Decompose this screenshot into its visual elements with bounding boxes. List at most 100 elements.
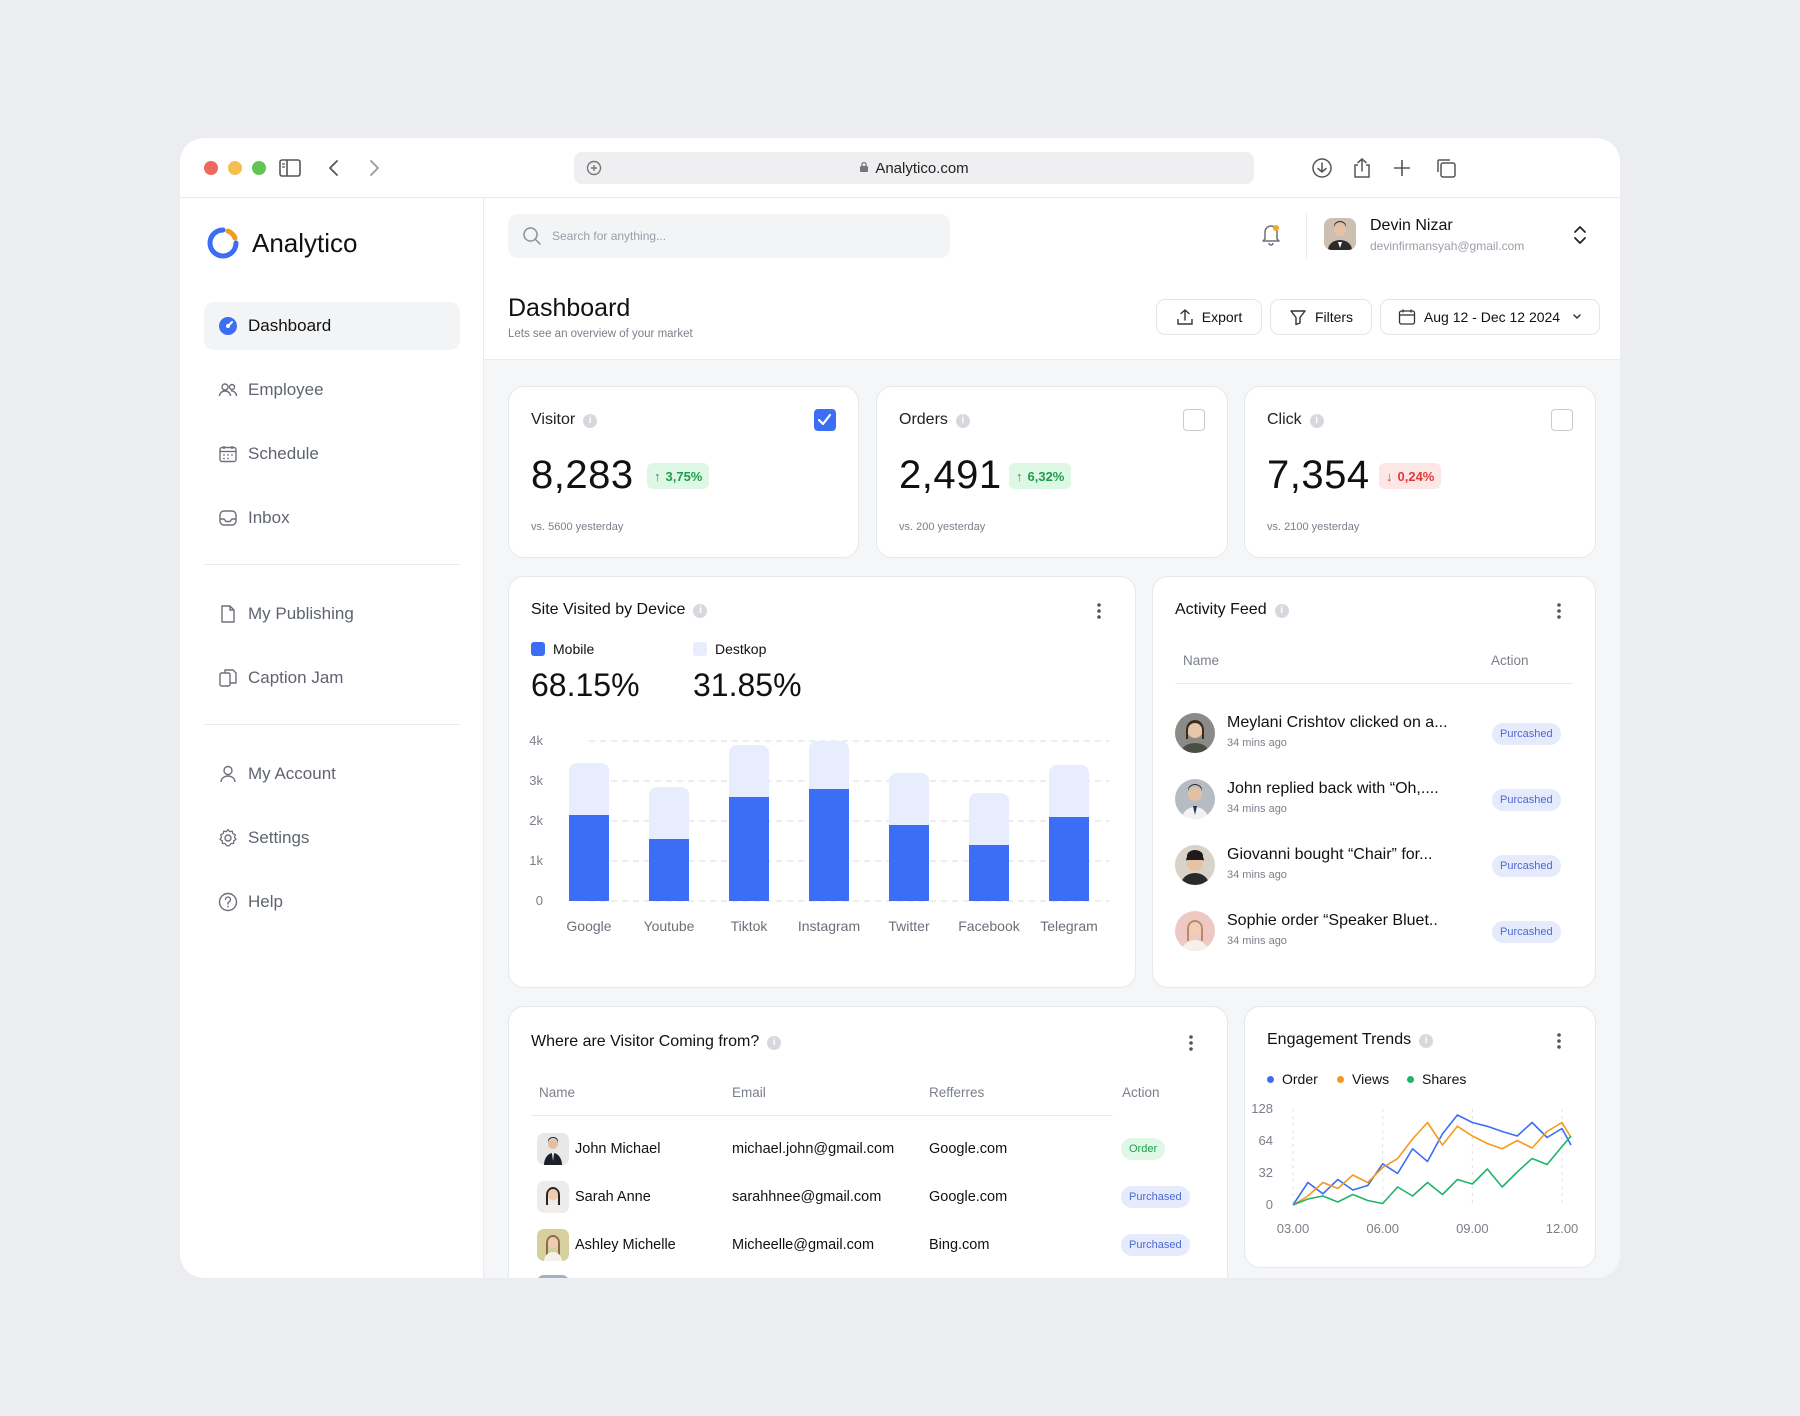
close-window-button[interactable] <box>204 161 218 175</box>
sidebar-item-label: Settings <box>248 828 310 847</box>
bar-desktop <box>809 741 849 795</box>
stat-checkbox[interactable] <box>814 409 836 431</box>
share-icon[interactable] <box>1348 154 1376 182</box>
list-item[interactable]: Giovanni bought “Chair” for... 34 mins a… <box>1175 843 1573 887</box>
x-tick-label: Facebook <box>958 918 1020 934</box>
info-icon[interactable]: i <box>1309 414 1324 428</box>
app-logo[interactable]: Analytico <box>206 226 358 260</box>
status-badge: Purcashed <box>1492 789 1561 811</box>
info-icon[interactable]: i <box>583 414 598 428</box>
filter-icon <box>1290 310 1306 326</box>
y-tick-label: 128 <box>1251 1103 1273 1116</box>
stat-card-orders[interactable]: Orders i 2,491 ↑ 6,32% vs. 200 yesterday <box>876 386 1228 558</box>
info-icon[interactable]: i <box>1419 1034 1434 1048</box>
maximize-window-button[interactable] <box>252 161 266 175</box>
more-vertical-icon[interactable] <box>1181 1033 1201 1053</box>
activity-time: 34 mins ago <box>1227 803 1287 815</box>
search-box[interactable] <box>508 214 950 258</box>
sidebar-item-my-publishing[interactable]: My Publishing <box>204 590 460 638</box>
new-tab-plus-icon[interactable] <box>582 156 606 184</box>
stat-card-click[interactable]: Click i 7,354 ↓ 0,24% vs. 2100 yesterday <box>1244 386 1596 558</box>
avatar <box>1175 845 1215 885</box>
list-item[interactable]: Meylani Crishtov clicked on a... 34 mins… <box>1175 711 1573 755</box>
minimize-window-button[interactable] <box>228 161 242 175</box>
sidebar-item-dashboard[interactable]: Dashboard <box>204 302 460 350</box>
document-icon <box>221 605 235 623</box>
inbox-icon <box>219 510 237 526</box>
table-row[interactable]: Sarah Anne sarahhnee@gmail.com Google.co… <box>531 1179 1190 1215</box>
card-title: Engagement Trends i <box>1267 1031 1434 1049</box>
logo-ring-icon <box>207 227 239 259</box>
legend-order: Order <box>1267 1071 1318 1087</box>
bar-mobile <box>649 839 689 901</box>
sidebar-item-help[interactable]: Help <box>204 878 460 926</box>
stat-change-badge: ↑ 3,75% <box>647 463 710 489</box>
date-range-picker[interactable]: Aug 12 - Dec 12 2024 <box>1380 299 1600 335</box>
y-tick-label: 2k <box>529 813 543 828</box>
search-input[interactable] <box>552 229 932 243</box>
visitor-source-card: Where are Visitor Coming from? i Name Ema… <box>508 1006 1228 1278</box>
x-tick-label: Instagram <box>798 918 860 934</box>
dashboard-icon <box>219 317 237 335</box>
stat-change-badge: ↑ 6,32% <box>1009 463 1072 489</box>
more-vertical-icon[interactable] <box>1089 601 1109 621</box>
export-button[interactable]: Export <box>1156 299 1262 335</box>
status-badge: Order <box>1121 1138 1166 1160</box>
info-icon[interactable]: i <box>955 414 970 428</box>
y-tick-label: 0 <box>1266 1197 1273 1212</box>
sidebar-item-employee[interactable]: Employee <box>204 366 460 414</box>
status-badge: Purcashed <box>1492 855 1561 877</box>
stat-card-visitor[interactable]: Visitor i 8,283 ↑ 3,75% vs. 5600 yesterday <box>508 386 859 558</box>
sidebar-item-schedule[interactable]: Schedule <box>204 430 460 478</box>
users-icon <box>218 383 238 397</box>
status-badge: Purchased <box>1121 1186 1190 1208</box>
legend-dot <box>1407 1075 1414 1083</box>
export-label: Export <box>1201 309 1243 325</box>
sidebar-item-caption-jam[interactable]: Caption Jam <box>204 654 460 702</box>
avatar <box>537 1133 569 1165</box>
info-icon[interactable]: i <box>767 1036 782 1050</box>
column-header-action: Action <box>1122 1085 1160 1100</box>
sidebar-item-my-account[interactable]: My Account <box>204 750 460 798</box>
bell-icon[interactable] <box>1260 222 1282 251</box>
forward-icon[interactable] <box>360 154 388 182</box>
list-item[interactable]: John replied back with “Oh,.... 34 mins … <box>1175 777 1573 821</box>
main-content: Devin Nizar devinfirmansyah@gmail.com Da… <box>484 198 1620 1278</box>
add-tab-icon[interactable] <box>1388 154 1416 182</box>
tabs-overview-icon[interactable] <box>1432 154 1460 182</box>
back-icon[interactable] <box>320 154 348 182</box>
table-row[interactable]: Ashley Michelle Micheelle@gmail.com Bing… <box>531 1227 1190 1263</box>
table-row[interactable]: John Michael michael.john@gmail.com Goog… <box>531 1131 1166 1167</box>
stat-label: Click i <box>1267 411 1324 429</box>
user-name: Devin Nizar <box>1370 217 1453 234</box>
chevron-up-down-icon[interactable] <box>1572 224 1588 251</box>
help-icon <box>218 892 238 912</box>
x-tick-label: Tiktok <box>731 918 769 934</box>
info-icon[interactable]: i <box>693 604 708 618</box>
x-tick-label: Twitter <box>888 918 930 934</box>
user-avatar[interactable] <box>1324 218 1356 250</box>
filters-button[interactable]: Filters <box>1270 299 1372 335</box>
sidebar-item-inbox[interactable]: Inbox <box>204 494 460 542</box>
stat-checkbox[interactable] <box>1551 409 1573 431</box>
download-icon[interactable] <box>1308 154 1336 182</box>
list-item[interactable]: Sophie order “Speaker Bluet.. 34 mins ag… <box>1175 909 1573 953</box>
sidebar-item-label: Caption Jam <box>248 668 344 687</box>
more-vertical-icon[interactable] <box>1549 601 1569 621</box>
y-tick-label: 1k <box>529 853 543 868</box>
info-icon[interactable]: i <box>1274 604 1289 618</box>
sidebar-toggle-icon[interactable] <box>276 154 304 182</box>
more-vertical-icon[interactable] <box>1549 1031 1569 1051</box>
x-tick-label: Google <box>566 918 611 934</box>
bar-desktop <box>569 763 609 821</box>
x-tick-label: 12.00 <box>1546 1221 1579 1236</box>
sidebar-item-settings[interactable]: Settings <box>204 814 460 862</box>
status-badge: Purchased <box>1121 1234 1190 1256</box>
activity-time: 34 mins ago <box>1227 935 1287 947</box>
legend-views: Views <box>1337 1071 1389 1087</box>
mobile-percentage: 68.15% <box>531 667 640 703</box>
stat-checkbox[interactable] <box>1183 409 1205 431</box>
column-header-referrers: Refferres <box>929 1085 985 1100</box>
address-bar[interactable]: Analytico.com <box>574 152 1254 184</box>
arrow-up-icon: ↑ <box>1016 468 1023 484</box>
